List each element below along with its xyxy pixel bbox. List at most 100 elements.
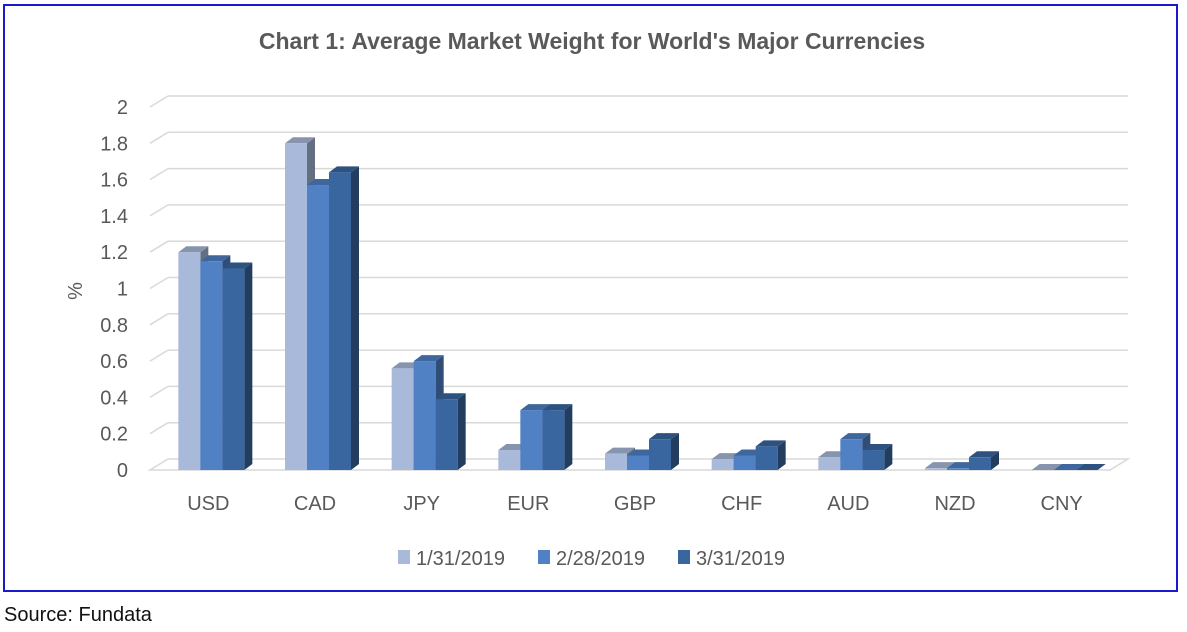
bar-front: [711, 459, 734, 470]
legend-swatch: [398, 550, 410, 564]
bar-top: [755, 440, 786, 447]
legend-label: 2/28/2019: [556, 548, 645, 570]
bar-front: [862, 450, 885, 470]
bar-gbp-3: [649, 433, 679, 470]
gridline-diagonal: [149, 385, 169, 399]
bar-front: [733, 455, 756, 470]
y-tick-label: 0.2: [100, 424, 128, 446]
bar-front: [178, 252, 201, 470]
bar-aud-3: [862, 444, 893, 470]
bar-front: [947, 468, 969, 470]
bar-front: [520, 410, 543, 470]
legend-swatch: [538, 550, 550, 564]
bar-front: [755, 446, 778, 470]
x-tick-label-cny: CNY: [1041, 493, 1083, 515]
bar-top: [862, 444, 893, 451]
bar-top: [1075, 464, 1106, 470]
bar-top: [605, 447, 635, 454]
gridline-diagonal: [149, 167, 169, 181]
bar-chf-3: [755, 440, 786, 470]
y-tick-label: 0.6: [100, 351, 128, 373]
bar-front: [498, 450, 521, 470]
bar-cny-2: [1053, 464, 1084, 470]
legend-label: 1/31/2019: [416, 548, 505, 570]
bar-top: [925, 462, 955, 469]
bar-front: [222, 268, 245, 470]
bar-front: [307, 185, 329, 471]
bar-side: [457, 393, 466, 470]
bar-top: [329, 166, 359, 173]
bar-side: [564, 404, 573, 470]
bar-usd-3: [222, 262, 253, 470]
x-tick-label-gbp: GBP: [614, 493, 656, 515]
bar-top: [178, 246, 209, 253]
bar-side: [991, 451, 999, 470]
bar-top: [285, 137, 315, 144]
y-tick-label: 1.6: [100, 170, 128, 192]
bar-front: [435, 399, 458, 470]
bar-top: [649, 433, 679, 440]
legend-label: 3/31/2019: [696, 548, 785, 570]
floor: [147, 458, 1131, 471]
bar-front: [285, 143, 307, 471]
y-tick-label: 1.4: [100, 206, 128, 228]
gridline-diagonal: [149, 422, 169, 435]
x-tick-label-chf: CHF: [721, 493, 762, 515]
legend-item-2: 2/28/2019: [538, 548, 645, 570]
gridline-diagonal: [149, 95, 169, 108]
bar-front: [542, 410, 565, 470]
bar-top: [520, 404, 551, 411]
x-tick-label-aud: AUD: [827, 493, 869, 515]
bar-front: [627, 455, 649, 470]
bar-top: [542, 404, 573, 411]
bar-side: [884, 444, 893, 470]
chart-frame: [3, 4, 1178, 592]
y-tick-label: 1.2: [100, 242, 128, 264]
y-tick-label: 2: [117, 97, 128, 119]
legend-item-3: 3/31/2019: [678, 548, 785, 570]
y-tick-label: 1: [117, 279, 128, 301]
bar-cny-1: [1031, 464, 1062, 470]
gridline-diagonal: [149, 204, 169, 217]
bar-front: [840, 439, 863, 470]
y-tick-label: 1.8: [100, 133, 128, 155]
bar-top: [840, 433, 871, 440]
gridline-diagonal: [149, 276, 169, 290]
chart: Chart 1: Average Market Weight for World…: [65, 28, 1131, 570]
y-axis-label: %: [65, 282, 87, 300]
bar-cny-3: [1075, 464, 1106, 470]
gridline-diagonal: [149, 240, 169, 253]
bar-eur-3: [542, 404, 573, 470]
chart-title: Chart 1: Average Market Weight for World…: [259, 28, 925, 54]
bar-top: [435, 393, 466, 400]
bar-cad-3: [329, 166, 359, 470]
gridline-diagonal: [149, 349, 169, 362]
x-tick-label-jpy: JPY: [403, 493, 440, 515]
bar-front: [200, 261, 223, 470]
legend-item-1: 1/31/2019: [398, 548, 505, 570]
y-tick-label: 0.8: [100, 315, 128, 337]
x-tick-label-nzd: NZD: [934, 493, 975, 515]
source-note: Source: Fundata: [4, 604, 152, 626]
x-tick-label-usd: USD: [187, 493, 229, 515]
bar-top: [969, 451, 999, 458]
bar-top: [1053, 464, 1084, 470]
bar-side: [777, 440, 786, 470]
bar-front: [818, 457, 841, 470]
x-tick-label-eur: EUR: [507, 493, 549, 515]
bar-side: [671, 433, 679, 470]
bar-jpy-3: [435, 393, 466, 470]
y-tick-label: 0.4: [100, 387, 128, 409]
y-tick-label: 0: [117, 460, 128, 482]
bar-side: [244, 262, 253, 470]
x-tick-label-cad: CAD: [294, 493, 336, 515]
bar-nzd-3: [969, 451, 999, 470]
bar-front: [649, 439, 671, 470]
bar-front: [925, 468, 947, 470]
bar-top: [200, 255, 231, 262]
bar-front: [605, 453, 627, 470]
bar-front: [413, 361, 436, 470]
bar-top: [413, 355, 444, 362]
legend-swatch: [678, 550, 690, 564]
bar-side: [351, 166, 359, 470]
